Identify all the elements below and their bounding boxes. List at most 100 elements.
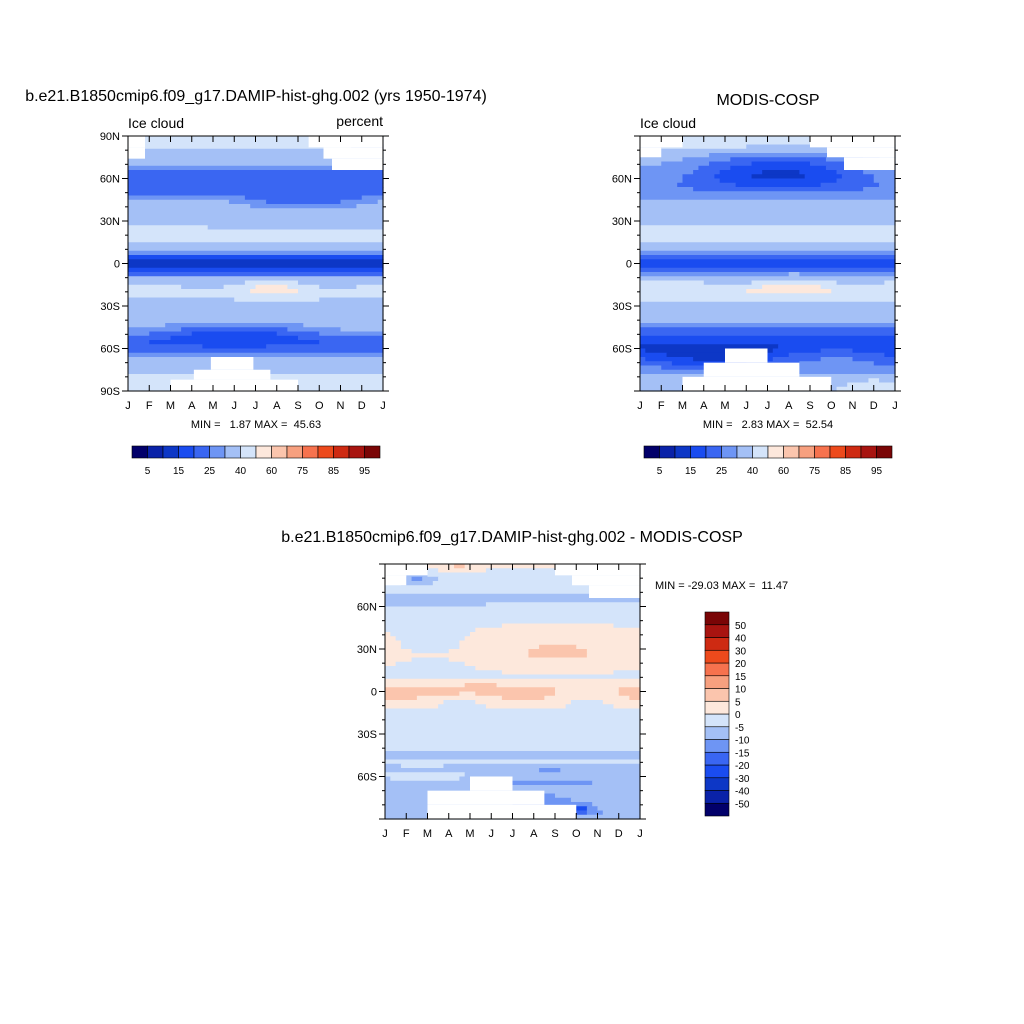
y-tick-label: 30N <box>357 644 377 656</box>
colorbar-label: 5 <box>657 466 663 477</box>
contour-cell <box>618 687 641 693</box>
contour-cell <box>756 365 896 371</box>
contour-cell <box>666 352 758 358</box>
contour-cell <box>884 280 896 286</box>
contour-cell <box>645 357 694 362</box>
contour-cell <box>873 361 896 367</box>
contour-cell <box>772 348 822 354</box>
contour-cell <box>385 640 402 646</box>
contour-cell <box>128 170 384 175</box>
contour-cell <box>640 195 896 201</box>
contour-cell <box>459 644 540 650</box>
colorbar-swatch <box>333 445 350 459</box>
colorbar-label: 25 <box>716 466 728 477</box>
missing-data-region <box>725 348 768 363</box>
contour-cell <box>385 755 641 761</box>
contour-cell <box>820 284 896 290</box>
contour-cell <box>128 297 235 303</box>
contour-cell <box>128 191 384 197</box>
panel-title: MODIS-COSP <box>716 92 819 109</box>
contour-cell <box>128 195 246 201</box>
missing-data-region <box>640 147 662 158</box>
contour-cell <box>730 165 827 171</box>
contour-cell <box>385 721 641 727</box>
contour-cell <box>640 318 896 324</box>
contour-cell <box>181 327 288 333</box>
contour-cell <box>640 148 896 154</box>
contour-cell <box>613 623 641 629</box>
contour-cell <box>128 178 384 184</box>
colorbar-swatch <box>705 445 722 459</box>
contour-cell <box>640 272 790 277</box>
contour-cell <box>319 331 384 337</box>
colorbar-label: 30 <box>735 646 747 657</box>
contour-cell <box>586 806 599 812</box>
contour-cell <box>772 357 822 362</box>
contour-cell <box>250 204 358 209</box>
missing-data-region <box>703 362 800 377</box>
contour-cell <box>640 216 896 222</box>
contour-cell <box>820 182 880 188</box>
contour-cell <box>528 649 588 654</box>
min-max-label: MIN = -29.03 MAX = 11.47 <box>655 580 788 592</box>
contour-cell <box>640 310 896 316</box>
missing-data-region <box>385 575 407 586</box>
contour-cell <box>432 581 641 586</box>
contour-cell <box>385 695 418 701</box>
contour-cell <box>128 267 384 273</box>
contour-cell <box>385 734 641 739</box>
colorbar-swatch <box>704 802 730 817</box>
contour-cell <box>385 742 641 748</box>
contour-cell <box>799 361 875 367</box>
contour-cell <box>788 272 800 277</box>
x-tick-label: O <box>572 828 581 840</box>
contour-cell <box>836 280 885 286</box>
missing-data-region <box>308 136 383 148</box>
contour-cell <box>181 284 225 290</box>
colorbar-label: 40 <box>747 466 759 477</box>
contour-cell <box>693 357 726 362</box>
contour-cell <box>128 306 384 311</box>
contour-cell <box>464 661 641 667</box>
contour-cell <box>128 301 384 307</box>
contour-cell <box>128 157 384 163</box>
contour-cell <box>128 246 384 252</box>
y-tick-label: 0 <box>371 687 377 699</box>
contour-cell <box>165 323 304 328</box>
contour-cell <box>501 695 545 701</box>
contour-cell <box>703 280 753 286</box>
contour-cell <box>287 284 320 290</box>
contour-cell <box>640 157 684 163</box>
contour-cell <box>385 649 413 654</box>
colorbar-swatch <box>736 445 753 459</box>
contour-cell <box>836 170 864 175</box>
panel-diff: b.e21.B1850cmip6.f09_g17.DAMIP-hist-ghg.… <box>281 529 788 840</box>
panel-title: b.e21.B1850cmip6.f09_g17.DAMIP-hist-ghg.… <box>281 529 743 546</box>
contour-cell <box>714 174 753 180</box>
contour-cell <box>565 810 588 816</box>
contour-cell <box>709 153 864 158</box>
x-tick-label: J <box>125 400 131 412</box>
contour-cell <box>287 327 342 333</box>
colorbar-swatch <box>860 445 877 459</box>
contour-cell <box>128 174 384 180</box>
contour-cell <box>586 653 641 659</box>
contour-cell <box>464 564 641 569</box>
x-tick-label: M <box>465 828 474 840</box>
contour-cell <box>597 806 641 812</box>
contour-cell <box>385 589 641 595</box>
contour-cell <box>661 144 747 150</box>
contour-cell <box>592 780 641 786</box>
contour-cell <box>640 323 896 328</box>
colorbar-label: 15 <box>685 466 697 477</box>
contour-cell <box>841 174 875 180</box>
panel-title: b.e21.B1850cmip6.f09_g17.DAMIP-hist-ghg.… <box>25 88 487 105</box>
contour-field <box>640 136 896 392</box>
colorbar-label: -30 <box>735 774 750 785</box>
contour-cell <box>319 297 384 303</box>
contour-cell <box>128 344 203 350</box>
contour-cell <box>640 170 694 175</box>
x-tick-label: M <box>166 400 175 412</box>
contour-cell <box>438 576 641 582</box>
